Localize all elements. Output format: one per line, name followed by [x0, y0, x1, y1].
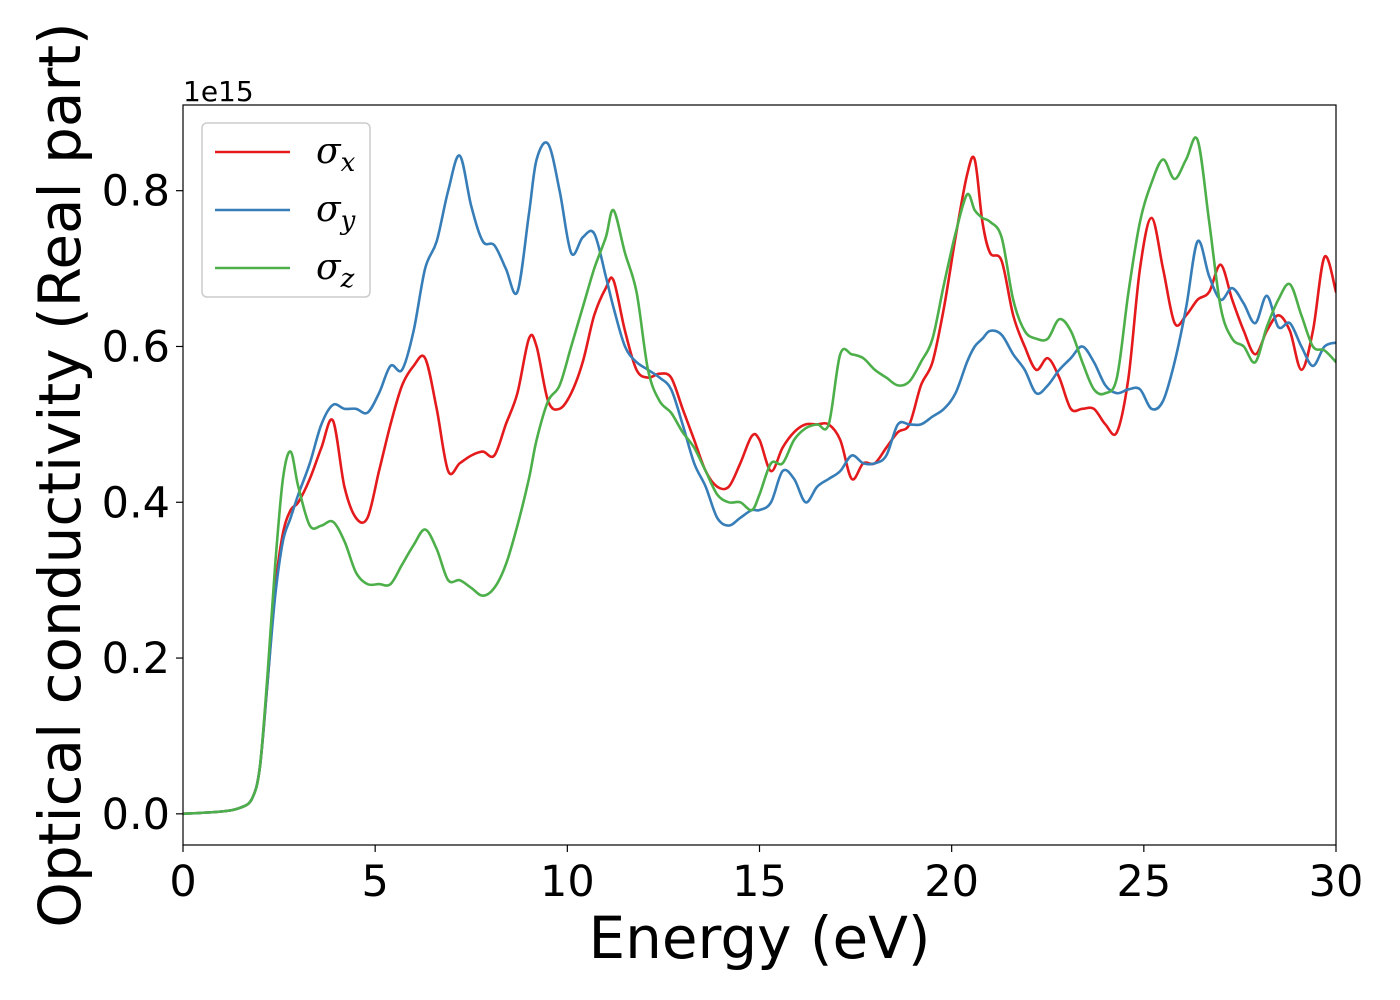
x-tick-label: 30 [1309, 857, 1364, 907]
x-tick-label: 25 [1116, 857, 1171, 907]
x-tick-label: 5 [361, 857, 388, 907]
x-tick-label: 15 [732, 857, 787, 907]
y-tick-label: 0.6 [102, 322, 170, 372]
x-axis: 0 5 10 15 20 25 30 [169, 845, 1363, 907]
y-axis: 0.0 0.2 0.4 0.6 0.8 [102, 167, 183, 840]
x-axis-title: Energy (eV) [588, 904, 930, 972]
legend: σx σy σz [201, 122, 371, 298]
series-line-z [183, 136, 1336, 816]
y-tick-label: 0.8 [102, 167, 170, 217]
plot-area [183, 136, 1336, 816]
x-tick-label: 20 [924, 857, 979, 907]
series-line-y [183, 141, 1336, 816]
y-tick-label: 0.2 [102, 634, 170, 684]
legend-label-z: σz [316, 247, 355, 294]
x-tick-label: 10 [540, 857, 595, 907]
y-offset-label: 1e15 [183, 75, 254, 108]
y-axis-title: Optical conductivity (Real part) [26, 22, 94, 927]
legend-label-y: σy [316, 189, 356, 236]
x-tick-label: 0 [169, 857, 196, 907]
y-tick-label: 0.4 [102, 478, 170, 528]
series-line-x [183, 155, 1336, 816]
y-tick-label: 0.0 [102, 790, 170, 840]
legend-label-x: σx [316, 131, 356, 178]
